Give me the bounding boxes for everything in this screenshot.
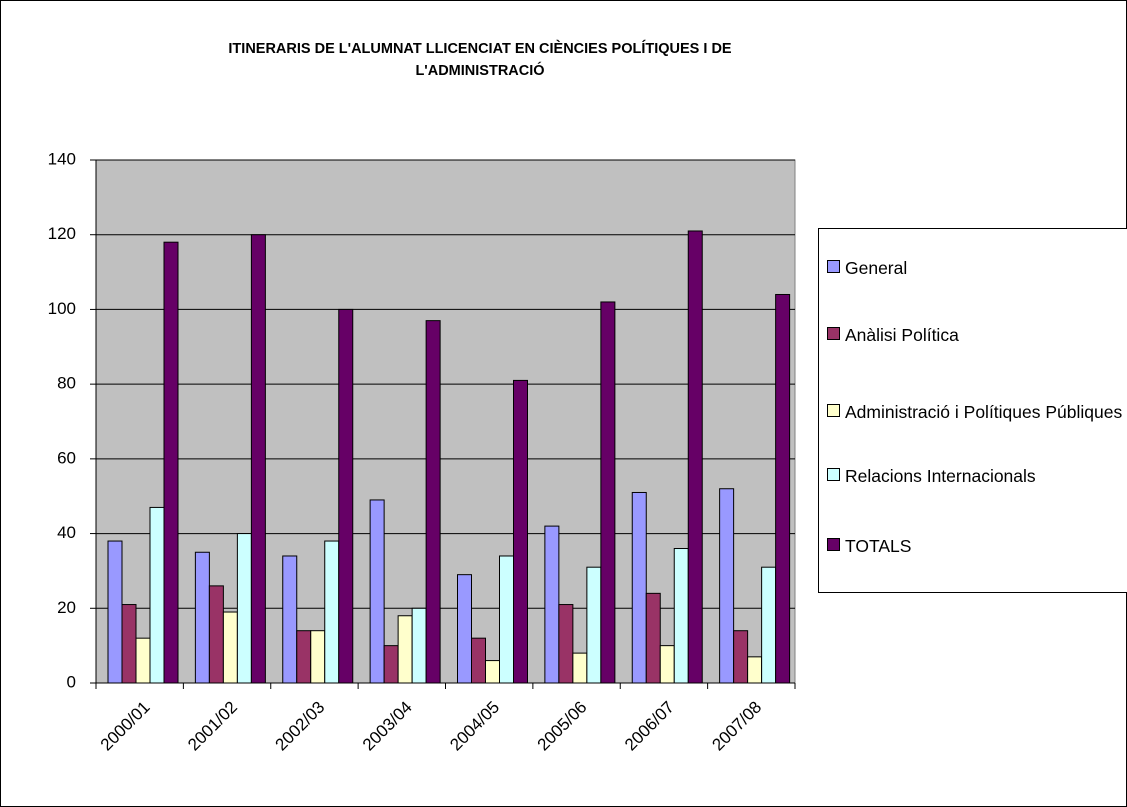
x-tick-label: 2005/06 [534, 698, 591, 755]
bar [761, 566, 777, 684]
y-tick-label: 100 [48, 299, 76, 318]
bar [586, 566, 602, 684]
legend-label: TOTALS [845, 536, 912, 556]
bar [499, 555, 514, 684]
bar [471, 637, 486, 684]
legend-label: Administració i Polítiques Públiques [845, 402, 1123, 422]
bar [163, 241, 179, 684]
bar [324, 540, 340, 684]
legend: General Anàlisi Política Administració i P… [818, 228, 1127, 593]
bar [383, 645, 399, 684]
legend-label: Anàlisi Política [845, 325, 959, 345]
x-tick-label: 2003/04 [359, 698, 416, 755]
x-tick-label: 2000/01 [97, 698, 154, 755]
y-tick-label: 140 [48, 149, 76, 168]
legend-swatch [827, 404, 840, 417]
bar [425, 320, 441, 684]
y-tick-label: 20 [57, 598, 76, 617]
bar [149, 506, 165, 684]
bar [659, 645, 675, 684]
bar [544, 525, 560, 684]
bar [250, 234, 266, 684]
legend-item: Administració i Polítiques Públiques [827, 399, 1127, 425]
legend-item: TOTALS [827, 533, 1127, 559]
bar [719, 488, 735, 684]
legend-swatch [827, 260, 840, 273]
chart-title: ITINERARIS DE L'ALUMNAT LLICENCIAT EN CI… [228, 41, 732, 79]
bar [208, 585, 224, 684]
bar [121, 604, 137, 684]
x-tick-label: 2004/05 [446, 698, 503, 755]
legend-item: Relacions Internacionals [827, 463, 1127, 489]
bar [369, 499, 385, 684]
bar [572, 652, 588, 684]
bar [107, 540, 123, 684]
bar [631, 491, 647, 684]
bar [687, 230, 703, 684]
bar [733, 630, 749, 684]
bar [645, 592, 661, 684]
legend-label: General [845, 258, 908, 278]
bar [747, 656, 763, 684]
y-tick-label: 120 [48, 224, 76, 243]
legend-swatch [827, 538, 840, 551]
bar [282, 555, 298, 684]
legend-swatch [827, 468, 840, 481]
bar [296, 630, 312, 684]
x-tick-label: 2006/07 [621, 698, 678, 755]
y-tick-label: 40 [57, 523, 76, 542]
bar [135, 637, 151, 684]
bar [236, 533, 252, 684]
y-tick-label: 60 [57, 448, 76, 467]
bar [222, 611, 238, 684]
y-tick-label: 0 [67, 672, 76, 691]
x-tick-label: 2002/03 [272, 698, 329, 755]
bar [310, 630, 326, 684]
bar [397, 615, 413, 684]
legend-label: Relacions Internacionals [845, 466, 1036, 486]
y-tick-label: 80 [57, 374, 76, 393]
legend-item: Anàlisi Política [827, 322, 1127, 348]
bar [513, 379, 528, 684]
bar [485, 660, 500, 684]
bar [558, 604, 574, 684]
bar [457, 574, 472, 684]
bar [673, 548, 689, 684]
legend-item: General [827, 255, 1127, 281]
legend-swatch [827, 327, 840, 340]
x-tick-label: 2007/08 [708, 698, 765, 755]
bar [338, 308, 354, 684]
bar [600, 301, 616, 684]
bar [194, 551, 210, 684]
bar [775, 293, 791, 684]
x-tick-label: 2001/02 [184, 698, 241, 755]
bar [411, 607, 427, 684]
